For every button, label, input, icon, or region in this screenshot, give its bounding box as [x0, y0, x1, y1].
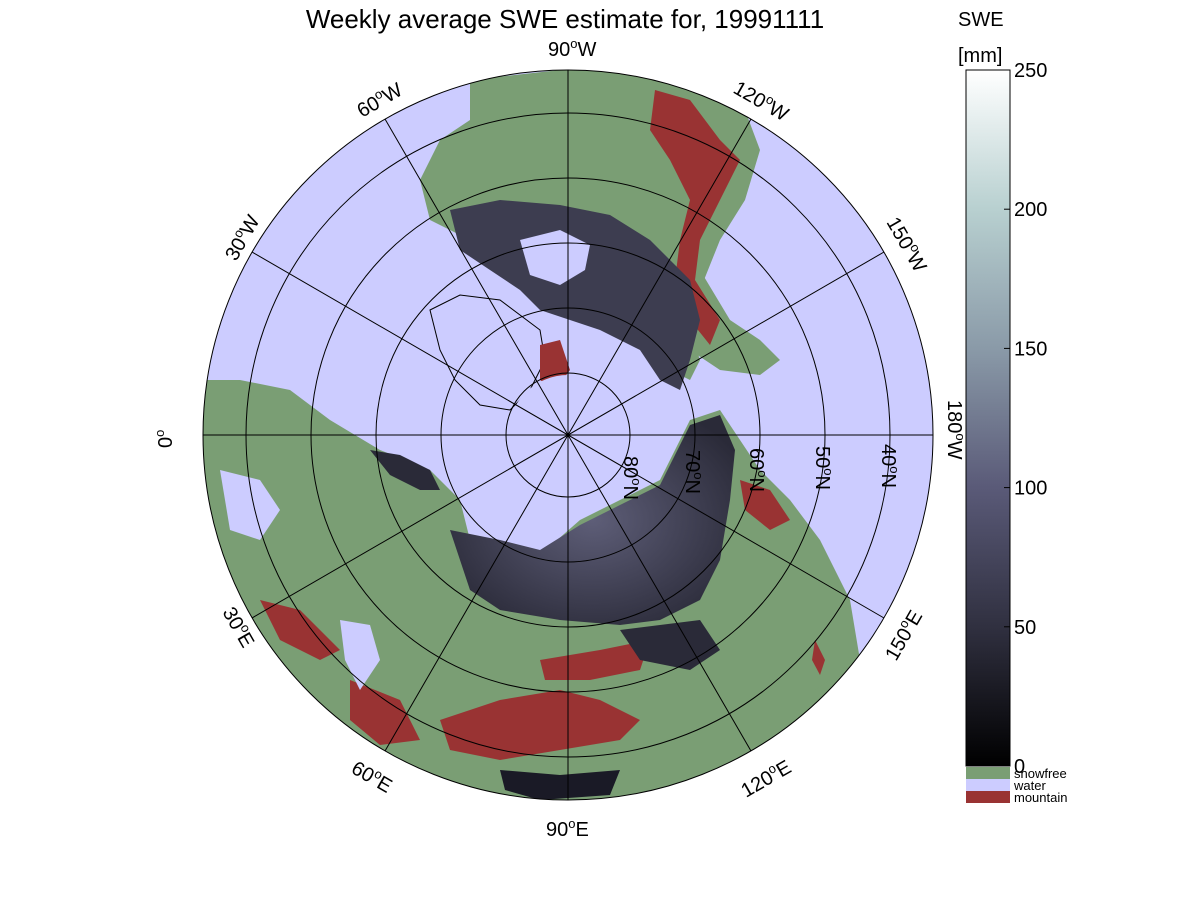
caspian-sea — [340, 620, 380, 690]
colorbar-tick-label: 250 — [1014, 60, 1047, 82]
lon-label-180w: 180oW — [943, 400, 968, 460]
colorbar-tick-label: 150 — [1014, 338, 1047, 360]
mediterranean-sea — [220, 470, 280, 540]
canada-snow-cover — [450, 200, 700, 390]
lat-label-50n: 50oN — [811, 446, 836, 490]
meridian-150w-30e — [251, 251, 885, 619]
colorbar-tick-label: 50 — [1014, 617, 1036, 639]
himalaya-mountains — [440, 690, 640, 760]
lat-label-80n: 80oN — [619, 456, 644, 500]
colorbar-tick-label: 0 — [1014, 756, 1025, 778]
scandinavia-snow — [370, 450, 440, 490]
category-label-water: water — [1013, 778, 1046, 793]
lat-label-60n: 60oN — [745, 448, 770, 492]
hudson-bay — [520, 230, 590, 285]
latitude-labels: 80oN 70oN 60oN 50oN 40oN — [619, 444, 902, 500]
colorbar-ticks: 0 50 100 150 200 250 — [1004, 60, 1047, 778]
colorbar-label-swe: SWE — [958, 9, 1004, 31]
colorbar-label-unit: [mm] — [958, 45, 1002, 67]
lon-label-120e: 120oE — [736, 754, 795, 803]
category-swatch-snowfree — [966, 767, 1010, 779]
alps-mountains — [260, 600, 340, 660]
lat-label-40n: 40oN — [877, 444, 902, 488]
manchuria-snow — [620, 620, 720, 670]
siberia-snow-cover — [450, 415, 735, 625]
lon-label-60e: 60oE — [348, 755, 398, 798]
category-label-mountain: mountain — [1014, 790, 1067, 805]
japan-mountains — [812, 640, 825, 675]
colorbar-tick-label: 100 — [1014, 478, 1047, 500]
east-asia-mountains — [740, 480, 790, 530]
tibet-snow — [500, 770, 620, 800]
map-title: Weekly average SWE estimate for, 1999111… — [305, 4, 825, 34]
colorbar-gradient — [965, 69, 1011, 767]
lon-label-90w: 90oW — [548, 36, 596, 61]
iran-mountains — [350, 680, 420, 745]
category-swatch-mountain — [966, 791, 1010, 803]
lat-label-70n: 70oN — [681, 450, 706, 494]
lon-label-0: 0o — [152, 430, 177, 448]
category-swatch-water — [966, 779, 1010, 791]
rockies-mountains — [650, 90, 740, 345]
colorbar: SWE [mm] 0 50 100 150 200 250 snowfreewatermo… — [958, 9, 1067, 805]
colorbar-tick-label: 200 — [1014, 199, 1047, 221]
lon-label-90e: 90oE — [546, 816, 589, 841]
graticule — [202, 69, 934, 801]
category-label-snowfree: snowfree — [1014, 766, 1067, 781]
